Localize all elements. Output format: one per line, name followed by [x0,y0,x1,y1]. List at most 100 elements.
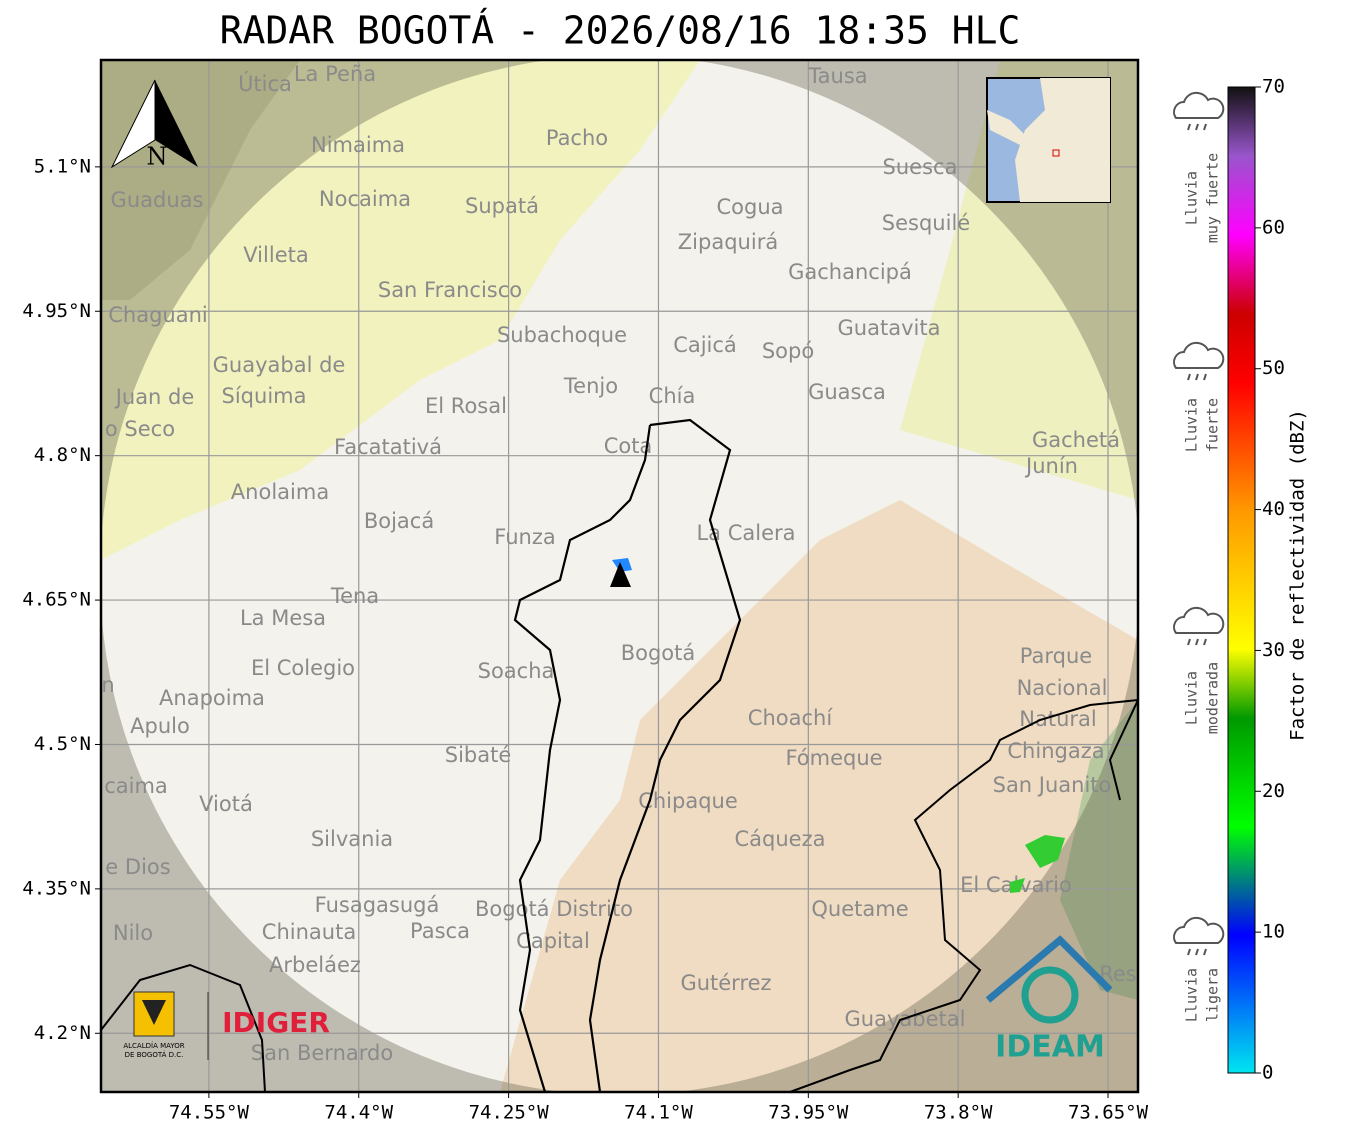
place-label: El Colegio [251,656,355,680]
alcaldia-logo: ALCALDÍA MAYOR DE BOGOTÁ D.C. IDIGER [123,991,330,1060]
place-label: Fusagasugá [315,893,440,917]
place-label: Viotá [199,792,253,816]
place-label: Parque [1020,644,1092,668]
map-frame [99,58,1140,1094]
rain-icon [1173,606,1225,634]
x-tick-label: 74.4°W [324,1102,393,1124]
place-label: Gachancipá [788,260,912,284]
place-label: Pacho [546,126,608,150]
colorbar-tick-label: 0 [1262,1062,1273,1084]
y-tick-label: 4.65°N [22,589,91,611]
y-tick-label: 4.8°N [34,444,91,466]
region-green [1060,700,1138,1000]
radar-site [610,562,631,587]
place-label: Quetame [811,897,908,921]
rain-icon [1173,91,1225,119]
place-label: La Peña [294,62,376,86]
rain-legend-label: ligera [1204,968,1222,1022]
y-tick-label: 4.35°N [22,877,91,899]
place-label: Tena [330,584,379,608]
place-label: e Dios [105,855,170,879]
radar-echo [612,558,632,572]
place-label: Bogotá [621,641,696,665]
place-label: Facatativá [334,435,442,459]
rain-legend-label: Lluvia [1183,671,1201,725]
place-label: Cogua [716,195,783,219]
region-tan [500,500,1138,1092]
colorbar-tick-label: 20 [1262,780,1285,802]
place-label: Anapoima [159,686,265,710]
place-label: La Mesa [240,606,326,630]
place-label: Gutérrez [680,971,771,995]
colorbar-label: Factor de reflectividad (dBZ) [1287,409,1309,741]
rain-drops [1187,638,1207,646]
rain-drops [1187,123,1207,131]
place-label: Funza [494,525,555,549]
place-label: Bojacá [364,509,434,533]
colorbar-tick-label: 40 [1262,498,1285,520]
place-label: Tenjo [563,374,618,398]
idiger-logo: IDIGER [222,1006,330,1039]
x-tick-label: 73.8°W [924,1102,993,1124]
place-label: Guaduas [111,188,204,212]
place-label: Nocaima [319,187,411,211]
place-label: Junín [1024,454,1078,478]
north-label: N [147,143,168,171]
place-label: Pasca [410,919,470,943]
y-tick-label: 4.2°N [34,1022,91,1044]
place-label: Tausa [807,64,867,88]
place-label: o Seco [105,417,175,441]
place-label: Guasca [808,380,886,404]
colorbar-tick-label: 50 [1262,357,1285,379]
colorbar-tick-label: 60 [1262,216,1285,238]
place-label: San Francisco [378,278,522,302]
place-label: Chaguani [108,303,208,327]
place-label: Cáqueza [735,827,826,851]
x-tick-label: 73.95°W [768,1102,849,1124]
alcaldia-line: DE BOGOTÁ D.C. [125,1050,184,1059]
place-label: Cota [604,434,653,458]
place-label: Chingaza [1007,739,1104,763]
place-label: Arbeláez [269,953,361,977]
place-label: Chipaque [638,789,738,813]
place-label: Bogotá Distrito [475,897,633,921]
place-label: El Rosal [425,394,507,418]
place-label: Nimaima [311,133,405,157]
place-label: Sesquilé [882,211,970,235]
place-label: Zipaquirá [678,230,778,254]
place-label: Villeta [243,243,308,267]
ideam-text: IDEAM [995,1030,1105,1065]
place-label: Síquima [222,384,307,408]
rain-legend-label: moderada [1204,662,1222,734]
rain-legend-label: Lluvia [1183,398,1201,452]
north-arrow: N [110,79,198,171]
dept-boundary [789,699,1138,1092]
place-label: Soacha [478,659,555,683]
place-label: n [101,673,114,697]
colorbar-tick-label: 30 [1262,639,1285,661]
rain-drops [1187,948,1207,956]
place-label: Útica [238,71,292,96]
x-tick-label: 74.1°W [624,1102,693,1124]
rain-legend-label: fuerte [1204,398,1222,452]
place-label: caima [104,774,168,798]
dept-boundary-sw [101,963,266,1092]
title: RADAR BOGOTÁ - 2026/08/16 18:35 HLC [220,9,1021,53]
x-tick-label: 74.25°W [469,1102,550,1124]
y-tick-label: 4.95°N [22,300,91,322]
place-label: Natural [1019,707,1096,731]
map: Útica La Peña Tausa Pacho Nimaima Suesca Guadu… [101,60,1138,1092]
rain-legend-label: Lluvia [1183,171,1201,225]
place-label: Anolaima [231,480,329,504]
inset-map [986,77,1111,203]
place-label: Silvania [311,827,393,851]
axes: 74.55°W 74.4°W 74.25°W 74.1°W 73.95°W 73.8°W 7… [22,76,1285,1124]
place-label: Choachí [748,706,834,730]
rain-legend-label: Lluvia [1183,968,1201,1022]
colorbar-tick-label: 70 [1262,76,1285,98]
region-yellow [101,60,700,560]
place-label: Gachetá [1032,428,1120,452]
place-label: Sibaté [445,743,512,767]
rain-icon [1173,916,1225,944]
